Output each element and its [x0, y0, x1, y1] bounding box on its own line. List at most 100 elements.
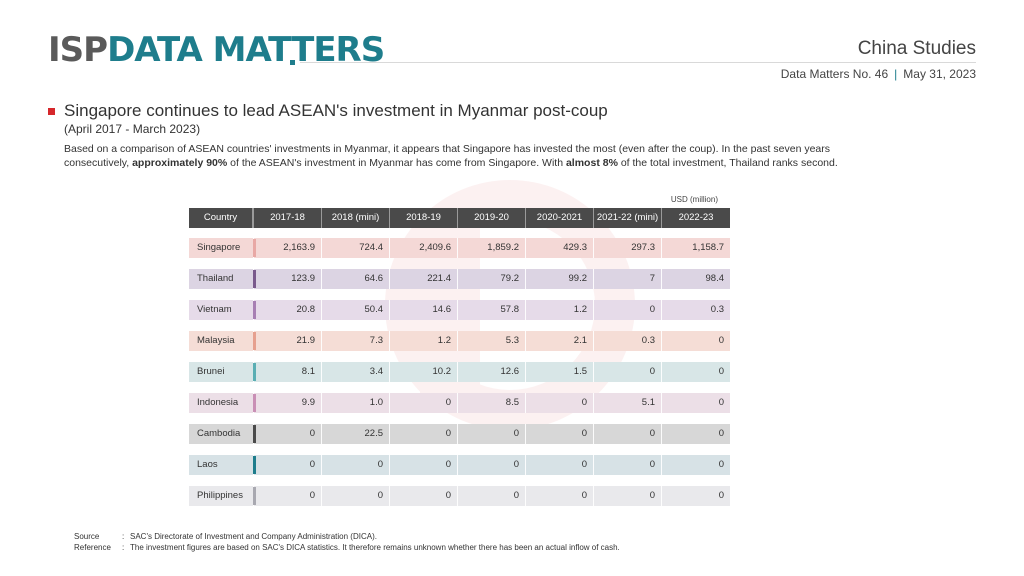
value-cell: 0 — [321, 455, 389, 475]
value-cell: 2.1 — [525, 331, 593, 351]
value-cell: 0 — [525, 424, 593, 444]
value-cell: 10.2 — [389, 362, 457, 382]
value-cell: 99.2 — [525, 269, 593, 289]
table-row: Indonesia 9.9 1.0 0 8.5 0 5.1 0 — [189, 393, 730, 413]
value-cell: 8.5 — [457, 393, 525, 413]
summary-text-1: Based on a comparison of ASEAN countries… — [64, 143, 831, 169]
value-cell: 0 — [525, 393, 593, 413]
value-cell: 0 — [457, 486, 525, 506]
country-cell: Laos — [189, 455, 253, 475]
value-cell: 0 — [389, 393, 457, 413]
table-row: Singapore 2,163.9 724.4 2,409.6 1,859.2 429.3… — [189, 238, 730, 258]
value-cell: 64.6 — [321, 269, 389, 289]
source-note: Source: SAC's Directorate of Investment a… — [74, 531, 620, 542]
unit-label: USD (million) — [670, 195, 718, 204]
value-cell: 429.3 — [525, 238, 593, 258]
value-cell: 297.3 — [593, 238, 661, 258]
value-cell: 1,859.2 — [457, 238, 525, 258]
value-cell: 0 — [593, 455, 661, 475]
source-label: Source — [74, 532, 100, 541]
value-cell: 79.2 — [457, 269, 525, 289]
row-accent-bar — [253, 332, 256, 350]
value-cell: 0 — [253, 486, 321, 506]
reference-label: Reference — [74, 543, 111, 552]
value-cell: 0 — [525, 486, 593, 506]
value-cell: 1.0 — [321, 393, 389, 413]
column-header: 2021-22 (mini) — [593, 208, 661, 228]
value-cell: 0 — [525, 455, 593, 475]
row-accent-bar — [253, 394, 256, 412]
column-header: 2018-19 — [389, 208, 457, 228]
value-cell: 0 — [253, 424, 321, 444]
header-divider — [300, 62, 976, 63]
summary-bold-2: almost 8% — [565, 157, 618, 169]
chart-title: Singapore continues to lead ASEAN's inve… — [64, 101, 608, 120]
column-header: 2018 (mini) — [321, 208, 389, 228]
value-cell: 123.9 — [253, 269, 321, 289]
row-accent-bar — [253, 270, 256, 288]
summary-bold-1: approximately 90% — [132, 157, 228, 169]
issue-line: Data Matters No. 46 | May 31, 2023 — [781, 67, 976, 81]
value-cell: 1.2 — [525, 300, 593, 320]
value-cell: 14.6 — [389, 300, 457, 320]
value-cell: 9.9 — [253, 393, 321, 413]
value-cell: 0 — [661, 424, 730, 444]
table-row: Vietnam 20.8 50.4 14.6 57.8 1.2 0 0.3 — [189, 300, 730, 320]
value-cell: 5.3 — [457, 331, 525, 351]
value-cell: 57.8 — [457, 300, 525, 320]
value-cell: 0 — [253, 455, 321, 475]
summary-paragraph: Based on a comparison of ASEAN countries… — [64, 142, 844, 170]
value-cell: 0 — [321, 486, 389, 506]
value-cell: 0 — [389, 424, 457, 444]
value-cell: 0 — [457, 424, 525, 444]
country-cell: Malaysia — [189, 331, 253, 351]
column-header: 2022-23 — [661, 208, 730, 228]
value-cell: 12.6 — [457, 362, 525, 382]
value-cell: 7.3 — [321, 331, 389, 351]
country-cell: Indonesia — [189, 393, 253, 413]
value-cell: 0 — [593, 300, 661, 320]
country-cell: Cambodia — [189, 424, 253, 444]
country-cell: Vietnam — [189, 300, 253, 320]
value-cell: 21.9 — [253, 331, 321, 351]
value-cell: 22.5 — [321, 424, 389, 444]
value-cell: 50.4 — [321, 300, 389, 320]
country-cell: Thailand — [189, 269, 253, 289]
row-accent-bar — [253, 456, 256, 474]
value-cell: 1.2 — [389, 331, 457, 351]
source-text: SAC's Directorate of Investment and Comp… — [130, 532, 377, 541]
country-cell: Singapore — [189, 238, 253, 258]
reference-note: Reference: The investment figures are bas… — [74, 542, 620, 553]
chart-subtitle: (April 2017 - March 2023) — [64, 122, 201, 136]
logo-data-matters-text: DATA MATTERS — [107, 30, 385, 70]
issue-number: Data Matters No. 46 — [780, 67, 889, 81]
title-bullet-icon — [48, 108, 55, 115]
table-row: Laos 0 0 0 0 0 0 0 — [189, 455, 730, 475]
value-cell: 1.5 — [525, 362, 593, 382]
column-header: 2020-2021 — [525, 208, 593, 228]
value-cell: 0 — [661, 455, 730, 475]
value-cell: 98.4 — [661, 269, 730, 289]
value-cell: 0 — [389, 455, 457, 475]
value-cell: 5.1 — [593, 393, 661, 413]
column-header: 2017-18 — [253, 208, 321, 228]
reference-colon: : — [122, 543, 125, 552]
table-row: Brunei 8.1 3.4 10.2 12.6 1.5 0 0 — [189, 362, 730, 382]
value-cell: 20.8 — [253, 300, 321, 320]
footer-notes: Source: SAC's Directorate of Investment a… — [74, 531, 620, 553]
value-cell: 1,158.7 — [661, 238, 730, 258]
value-cell: 7 — [593, 269, 661, 289]
table-row: Thailand 123.9 64.6 221.4 79.2 99.2 7 98.4 — [189, 269, 730, 289]
row-accent-bar — [253, 487, 256, 505]
table-row: Cambodia 0 22.5 0 0 0 0 0 — [189, 424, 730, 444]
value-cell: 0 — [661, 486, 730, 506]
table-row: Philippines 0 0 0 0 0 0 0 — [189, 486, 730, 506]
source-colon: : — [122, 532, 125, 541]
series-name: China Studies — [857, 38, 976, 59]
value-cell: 0 — [593, 362, 661, 382]
row-accent-bar — [253, 363, 256, 381]
row-accent-bar — [253, 301, 256, 319]
column-header: Country — [189, 208, 253, 228]
isp-data-matters-logo: ISPDATA MATTERS — [48, 30, 385, 70]
value-cell: 0 — [389, 486, 457, 506]
